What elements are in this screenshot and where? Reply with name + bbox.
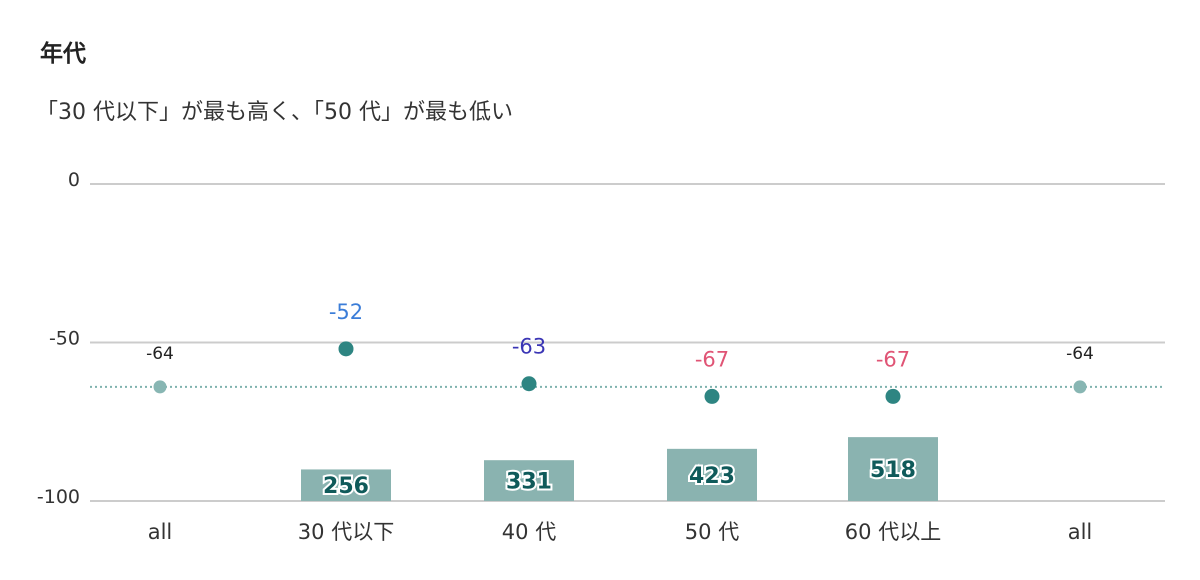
y-tick-label: -100 [37,486,80,508]
y-tick-label: 0 [68,169,80,191]
data-point [704,388,720,404]
x-tick-label: 40 代 [502,520,556,544]
x-tick-label: 60 代以上 [845,520,941,544]
bar [484,460,574,501]
bar [667,448,757,501]
bar-value-label: 256 [323,474,369,499]
x-tick-label: 30 代以下 [298,520,394,544]
x-tick-label: 50 代 [685,520,739,544]
data-point [153,380,167,394]
chart-subtitle: 「30 代以下」が最も高く、「50 代」が最も低い [36,100,513,125]
bar [848,437,938,501]
point-value-label: -64 [146,344,174,364]
point-value-label: -67 [695,347,729,371]
point-value-label: -64 [1066,344,1094,364]
chart-title: 年代 [40,41,86,67]
bar-value-label: 518 [870,458,916,483]
x-tick-label: all [148,520,173,544]
bar [301,469,391,501]
data-point [338,341,354,357]
data-point [885,388,901,404]
point-value-label: -67 [876,347,910,371]
y-tick-label: -50 [49,328,80,350]
point-value-label: -52 [329,300,363,324]
point-value-label: -63 [512,335,546,359]
x-tick-label: all [1068,520,1093,544]
data-point [1073,380,1087,394]
bar-value-label: 331 [506,470,552,495]
data-point [521,376,537,392]
bar-value-label: 423 [689,464,735,489]
